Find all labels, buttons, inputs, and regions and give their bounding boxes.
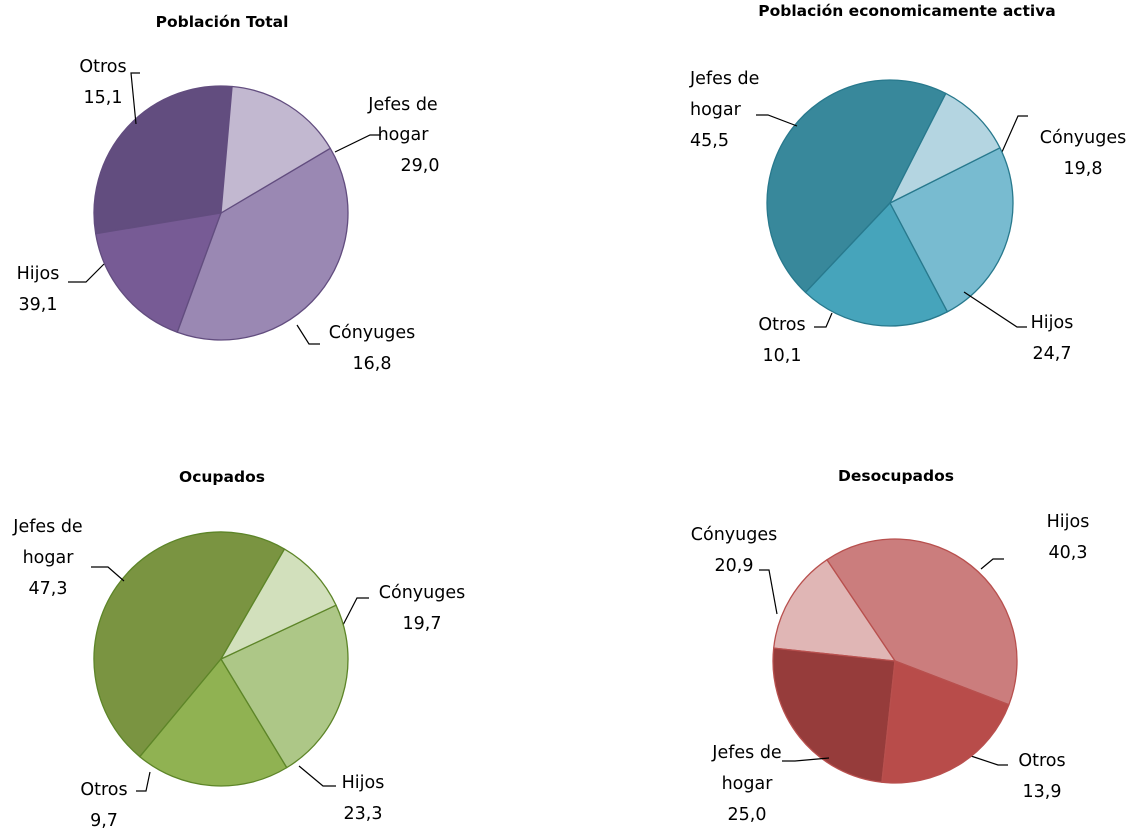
leader-line	[963, 291, 1027, 328]
pie-slice-hijos	[176, 147, 349, 341]
data-label-category: Otros	[80, 780, 127, 800]
leader-line	[342, 597, 369, 626]
leader-line	[967, 754, 1008, 766]
pie-chart-desocupados: Desocupados Hijos 40,3 Otros 13,9 Jefes de hog…	[691, 467, 1090, 825]
data-label-category: Otros	[1018, 751, 1065, 771]
pie-chart-ocupados: Ocupados Jefes de hogar 47,3 Cónyuges 19,7 Hij…	[12, 468, 465, 831]
data-label-category: hogar	[23, 548, 75, 568]
data-label-category: hogar	[722, 774, 774, 794]
leader-line	[136, 771, 151, 792]
pie-slice-jefes-de-hogar	[93, 85, 233, 235]
data-label-value: 47,3	[29, 579, 68, 599]
data-label-value: 39,1	[19, 295, 58, 315]
data-label-category: Hijos	[1031, 313, 1074, 333]
leader-line	[334, 134, 381, 153]
pie-slice-hijos	[220, 604, 349, 769]
pie-slice-jefes-de-hogar	[93, 531, 286, 758]
chart-title: Desocupados	[838, 467, 954, 485]
data-label-category: Jefes de	[711, 743, 781, 763]
chart-title: Población Total	[156, 13, 289, 31]
pie-slice-conyuges	[881, 660, 1010, 784]
data-label-category: Hijos	[17, 264, 60, 284]
leader-line	[130, 72, 140, 125]
leader-line	[980, 558, 1004, 570]
pie-slice-jefes-de-hogar	[766, 79, 947, 294]
leader-line	[759, 569, 778, 615]
leader-line	[782, 757, 830, 762]
data-label-value: 19,8	[1064, 159, 1103, 179]
pie-slice-otros	[220, 548, 337, 660]
leader-line	[91, 566, 125, 582]
data-label-category: Hijos	[342, 773, 385, 793]
data-label-category: Cónyuges	[329, 323, 415, 343]
pie-chart-poblacion-economicamente-activa: Población economicamente activa Jefes de h…	[689, 2, 1126, 366]
leader-line	[68, 263, 105, 283]
data-label-value: 16,8	[353, 354, 392, 374]
leader-line	[756, 114, 798, 127]
leader-line	[296, 324, 320, 345]
pie-slice-otros	[220, 85, 331, 214]
chart-title: Población economicamente activa	[758, 2, 1056, 20]
pie-slice-conyuges	[95, 212, 222, 333]
pie-slice-jefes-de-hogar	[772, 647, 896, 783]
data-label-category: Jefes de	[12, 517, 82, 537]
data-label-value: 10,1	[763, 346, 802, 366]
data-label-value: 23,3	[344, 804, 383, 824]
data-label-value: 13,9	[1023, 782, 1062, 802]
leader-line	[814, 312, 833, 328]
data-label-value: 29,0	[401, 156, 440, 176]
pie-slice-otros	[889, 92, 1001, 204]
data-label-value: 20,9	[715, 556, 754, 576]
pie-chart-poblacion-total: Población Total Jefes de hogar 29,0 Cónyuges…	[17, 13, 440, 374]
data-label-value: 19,7	[403, 614, 442, 634]
data-label-category: hogar	[690, 100, 742, 120]
leader-line	[298, 765, 336, 787]
data-label-category: Otros	[79, 57, 126, 77]
pie-slice-otros	[773, 559, 896, 662]
data-label-category: hogar	[378, 125, 430, 145]
data-label-category: Cónyuges	[1040, 128, 1126, 148]
pie-slice-conyuges	[804, 202, 949, 327]
pie-slice-hijos	[889, 147, 1014, 313]
pie-slice-hijos	[826, 538, 1018, 706]
data-label-value: 15,1	[84, 88, 123, 108]
data-label-category: Cónyuges	[691, 525, 777, 545]
data-label-value: 25,0	[728, 805, 767, 825]
data-label-value: 24,7	[1033, 344, 1072, 364]
pie-slice-conyuges	[139, 658, 288, 787]
chart-title: Ocupados	[179, 468, 265, 486]
data-label-category: Jefes de	[689, 69, 759, 89]
data-label-value: 9,7	[90, 811, 118, 831]
data-label-category: Hijos	[1047, 512, 1090, 532]
leader-line	[1001, 115, 1028, 153]
data-label-category: Otros	[758, 315, 805, 335]
data-label-category: Cónyuges	[379, 583, 465, 603]
data-label-value: 45,5	[690, 131, 729, 151]
data-label-category: Jefes de	[367, 95, 437, 115]
data-label-value: 40,3	[1049, 543, 1088, 563]
